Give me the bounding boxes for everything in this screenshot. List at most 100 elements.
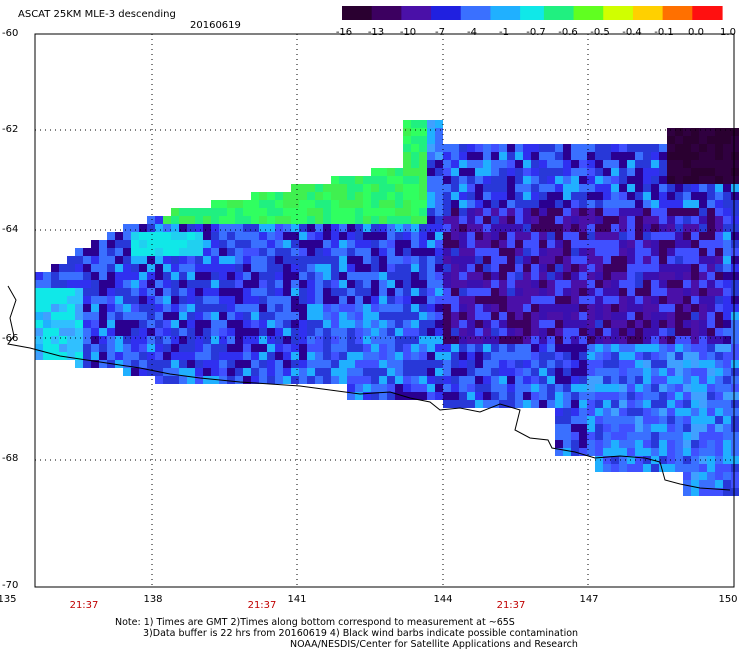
- wind-cell: [155, 248, 163, 256]
- wind-cell: [435, 360, 443, 368]
- wind-cell: [611, 424, 619, 432]
- wind-cell: [507, 296, 515, 304]
- time-label: 21:37: [69, 600, 99, 611]
- wind-cell: [579, 368, 587, 376]
- wind-cell: [707, 344, 715, 352]
- wind-cell: [507, 272, 515, 280]
- wind-cell: [315, 336, 323, 344]
- wind-cell: [291, 296, 299, 304]
- wind-cell: [603, 376, 611, 384]
- wind-cell: [171, 360, 179, 368]
- wind-cell: [427, 232, 435, 240]
- wind-cell: [131, 328, 139, 336]
- wind-cell: [547, 144, 555, 152]
- wind-cell: [315, 184, 323, 192]
- map-title: ASCAT 25KM MLE-3 descending: [18, 9, 176, 20]
- wind-cell: [403, 296, 411, 304]
- wind-cell: [611, 176, 619, 184]
- wind-cell: [451, 232, 459, 240]
- wind-cell: [331, 240, 339, 248]
- wind-cell: [307, 184, 315, 192]
- wind-cell: [715, 128, 723, 136]
- wind-cell: [707, 296, 715, 304]
- wind-cell: [683, 272, 691, 280]
- wind-cell: [35, 272, 43, 280]
- wind-cell: [611, 240, 619, 248]
- wind-cell: [707, 128, 715, 136]
- wind-cell: [571, 336, 579, 344]
- wind-cell: [595, 360, 603, 368]
- wind-cell: [531, 328, 539, 336]
- wind-cell: [387, 288, 395, 296]
- wind-cell: [731, 456, 739, 464]
- colorbar-swatch: [609, 6, 616, 20]
- wind-cell: [627, 232, 635, 240]
- wind-cell: [371, 288, 379, 296]
- wind-cell: [707, 384, 715, 392]
- wind-cell: [339, 192, 347, 200]
- wind-cell: [483, 184, 491, 192]
- wind-cell: [731, 408, 739, 416]
- wind-cell: [515, 160, 523, 168]
- wind-cell: [419, 192, 427, 200]
- colorbar-swatch: [419, 6, 426, 20]
- wind-cell: [579, 288, 587, 296]
- wind-cell: [371, 328, 379, 336]
- wind-cell: [483, 224, 491, 232]
- wind-cell: [451, 248, 459, 256]
- wind-cell: [563, 336, 571, 344]
- wind-cell: [475, 296, 483, 304]
- wind-cell: [467, 224, 475, 232]
- wind-cell: [139, 288, 147, 296]
- wind-cell: [355, 272, 363, 280]
- wind-cell: [603, 360, 611, 368]
- wind-cell: [411, 248, 419, 256]
- wind-cell: [171, 352, 179, 360]
- wind-cell: [643, 168, 651, 176]
- wind-cell: [667, 416, 675, 424]
- wind-cell: [675, 232, 683, 240]
- wind-cell: [667, 152, 675, 160]
- wind-cell: [731, 152, 739, 160]
- wind-cell: [267, 352, 275, 360]
- wind-cell: [107, 312, 115, 320]
- wind-cell: [419, 312, 427, 320]
- wind-cell: [195, 336, 203, 344]
- wind-cell: [419, 384, 427, 392]
- wind-cell: [731, 360, 739, 368]
- wind-cell: [707, 176, 715, 184]
- wind-cell: [403, 136, 411, 144]
- wind-cell: [587, 240, 595, 248]
- wind-cell: [331, 176, 339, 184]
- wind-cell: [715, 144, 723, 152]
- wind-cell: [651, 160, 659, 168]
- wind-cell: [691, 424, 699, 432]
- wind-cell: [475, 376, 483, 384]
- wind-cell: [219, 208, 227, 216]
- wind-cell: [427, 184, 435, 192]
- wind-cell: [363, 360, 371, 368]
- wind-cell: [715, 448, 723, 456]
- wind-cell: [467, 376, 475, 384]
- wind-cell: [475, 240, 483, 248]
- colorbar-swatch: [377, 6, 385, 20]
- wind-cell: [723, 344, 731, 352]
- wind-cell: [627, 216, 635, 224]
- wind-cell: [275, 368, 283, 376]
- wind-cell: [555, 328, 563, 336]
- wind-cell: [203, 312, 211, 320]
- wind-cell: [627, 272, 635, 280]
- wind-cell: [299, 288, 307, 296]
- wind-cell: [467, 208, 475, 216]
- wind-cell: [211, 312, 219, 320]
- wind-cell: [195, 224, 203, 232]
- wind-cell: [603, 336, 611, 344]
- wind-cell: [627, 376, 635, 384]
- wind-cell: [411, 184, 419, 192]
- wind-cell: [475, 248, 483, 256]
- wind-cell: [339, 352, 347, 360]
- wind-cell: [379, 304, 387, 312]
- wind-cell: [179, 360, 187, 368]
- wind-cell: [307, 288, 315, 296]
- wind-cell: [443, 168, 451, 176]
